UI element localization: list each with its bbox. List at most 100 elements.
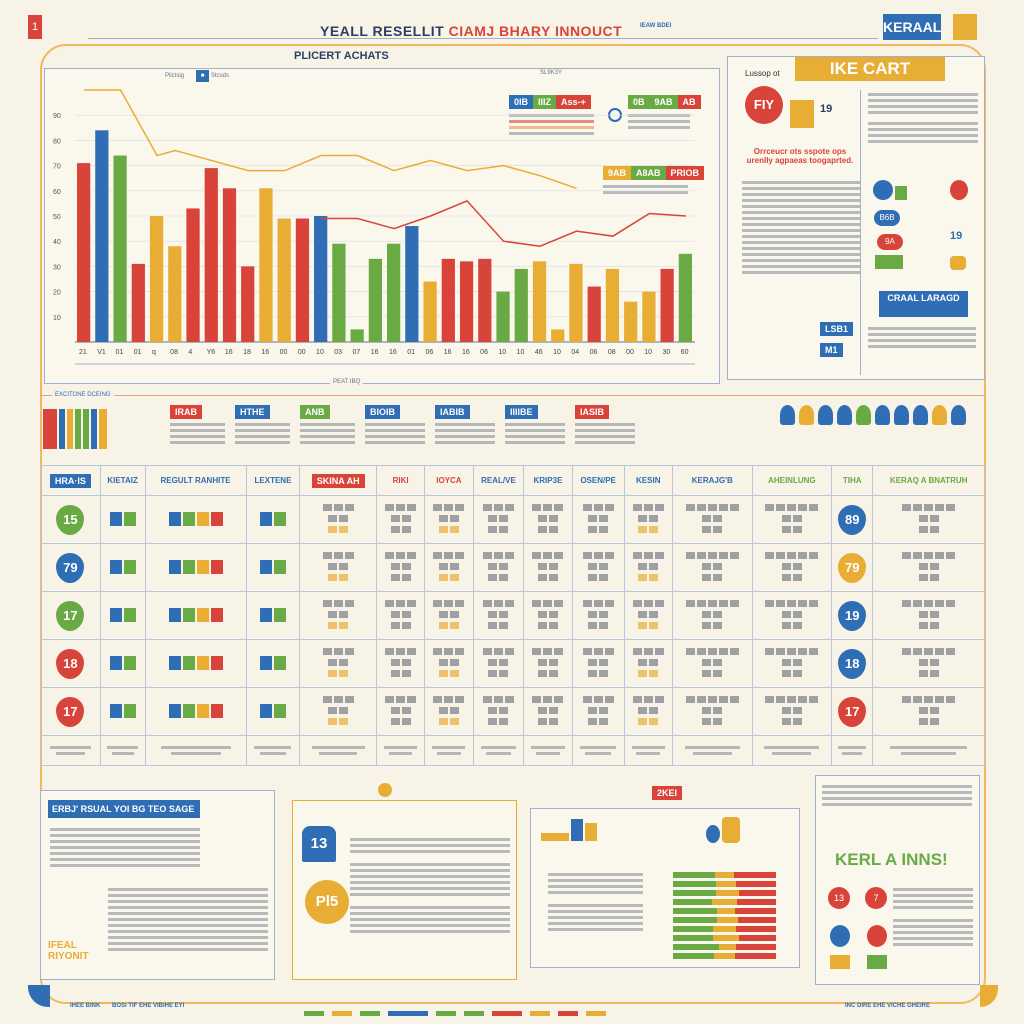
column-header[interactable]: REAL/VE	[472, 465, 525, 496]
page-title: YEALL RESELLIT CIAMJ BHARY INNOUCT	[320, 23, 622, 39]
lock-icon	[950, 256, 966, 270]
column-header[interactable]: OSEN/PE	[571, 465, 625, 496]
column-header-label: REAL/VE	[481, 476, 516, 485]
bar	[259, 188, 273, 342]
bar	[168, 246, 182, 342]
x-tick-label: 21	[79, 349, 87, 356]
table-cell	[571, 687, 625, 736]
tag-right[interactable]: M1	[820, 343, 843, 357]
x-tick-label: 60	[681, 349, 689, 356]
column-header-label: LEXTENE	[254, 476, 292, 485]
table-row[interactable]: 17 17	[40, 687, 985, 736]
panel1-title: ERBJ' RSUAL YOI BG TEO SAGE	[48, 800, 200, 818]
tag-right[interactable]: LSB1	[820, 322, 854, 336]
bar	[459, 261, 474, 342]
column-header[interactable]: REGULT RANHITE	[144, 465, 247, 496]
column-header[interactable]: KRIP3E	[523, 465, 573, 496]
rank-badge: 89	[838, 504, 867, 535]
category-icon[interactable]	[818, 405, 833, 425]
panel2-badge-a: 13	[302, 826, 336, 862]
mid-strip-title: EXCITONE DCEING	[52, 391, 114, 399]
pill-red[interactable]: 9A	[877, 234, 903, 250]
x-tick-label: 01	[134, 349, 142, 356]
footnote-cell	[299, 735, 377, 766]
category-icon[interactable]	[932, 405, 947, 425]
table-cell	[424, 687, 474, 736]
category-icon[interactable]	[875, 405, 890, 425]
mid-tag[interactable]: IABIB	[435, 405, 470, 419]
column-header[interactable]: HRA·IS	[40, 465, 101, 496]
category-icon[interactable]	[799, 405, 814, 425]
table-cell	[375, 687, 426, 736]
footer-right[interactable]: INC DIRE EHE VICHE GHEIRE	[845, 1003, 931, 1009]
chart-footer-note: PEAT IBQ	[330, 378, 364, 386]
home-icon[interactable]	[953, 14, 977, 40]
mid-tag[interactable]: BIOIB	[365, 405, 401, 419]
column-header[interactable]: TIHA	[831, 465, 874, 496]
column-header-label: KERAJG'B	[691, 476, 733, 485]
column-header[interactable]: KERAJG'B	[671, 465, 753, 496]
mid-card: HTHE	[235, 402, 290, 447]
cart-banner[interactable]: IKE CART	[795, 57, 945, 81]
x-tick-label: 06	[425, 349, 433, 356]
category-icon[interactable]	[837, 405, 852, 425]
bar	[368, 258, 382, 342]
panel4-title-text: KERL A INNS!	[835, 850, 948, 869]
mid-tag[interactable]: ANB	[300, 405, 330, 419]
column-header[interactable]: KERAQ A BNATRUH	[872, 465, 985, 496]
rank-badge: 17	[56, 600, 85, 631]
y-tick-label: 30	[53, 264, 61, 271]
column-header[interactable]: LEXTENE	[245, 465, 301, 496]
table-row[interactable]: 18 18	[40, 639, 985, 688]
x-tick-label: V1	[97, 349, 106, 356]
bar-chart: 90 80 70 60 50 40 30 20 10 21 V1 01 01 q 08 4 Y6 16 18 16 00…	[53, 89, 695, 365]
column-header[interactable]: AHEINLUNG	[751, 465, 833, 496]
table-row[interactable]: 17 19	[40, 591, 985, 640]
column-header-label: REGULT RANHITE	[160, 476, 231, 485]
mid-tag[interactable]: IASIB	[575, 405, 610, 419]
x-tick-label: 01	[115, 349, 123, 356]
table-cell	[623, 495, 673, 544]
category-icon[interactable]	[856, 405, 871, 425]
mid-card: IRAB	[170, 402, 225, 447]
legend-box-a: 0IB IIIZ Ass-+	[509, 92, 594, 138]
table-cell	[623, 591, 673, 640]
table-row[interactable]: 15 89	[40, 495, 985, 544]
column-header[interactable]: RIKI	[375, 465, 426, 496]
column-header[interactable]: KIETAIZ	[99, 465, 146, 496]
mid-tag[interactable]: IIIIBE	[505, 405, 538, 419]
trend-line-orange-trend	[84, 89, 577, 189]
footer-mid[interactable]: BOSI TIF EHE VIBIHE EYI	[112, 1003, 185, 1009]
column-header[interactable]: KESIN	[623, 465, 673, 496]
offer-badge: FIY	[745, 86, 783, 124]
bag-icon	[895, 186, 907, 200]
chart-title: PLICERT ACHATS	[290, 50, 393, 62]
stacked-bar	[673, 944, 776, 950]
alert-icon	[950, 180, 968, 200]
table-cell	[671, 495, 753, 544]
table-cell	[472, 495, 525, 544]
bar	[95, 130, 109, 342]
category-icon[interactable]	[951, 405, 966, 425]
column-header[interactable]: SKINA AH	[299, 465, 377, 496]
table-cell	[872, 639, 985, 688]
table-cell	[245, 495, 301, 544]
table-row[interactable]: 79 79	[40, 543, 985, 592]
category-icon[interactable]	[780, 405, 795, 425]
panel1-text	[50, 825, 200, 870]
column-header[interactable]: IOYCA	[424, 465, 474, 496]
y-tick-label: 60	[53, 189, 61, 196]
table-cell	[99, 639, 146, 688]
table-cell	[144, 543, 247, 592]
category-icon[interactable]	[913, 405, 928, 425]
category-icon[interactable]	[894, 405, 909, 425]
cta-button[interactable]: CRAAL LARAGD	[879, 291, 968, 317]
panel4-text	[822, 782, 972, 809]
brand-logo[interactable]: KERAAL	[883, 14, 941, 40]
table-cell	[571, 495, 625, 544]
footer-left[interactable]: IHEE BINK	[70, 1003, 101, 1009]
mid-tag[interactable]: HTHE	[235, 405, 270, 419]
mid-tag[interactable]: IRAB	[170, 405, 202, 419]
pill-blue[interactable]: B6B	[874, 210, 900, 226]
header-divider	[88, 38, 878, 39]
